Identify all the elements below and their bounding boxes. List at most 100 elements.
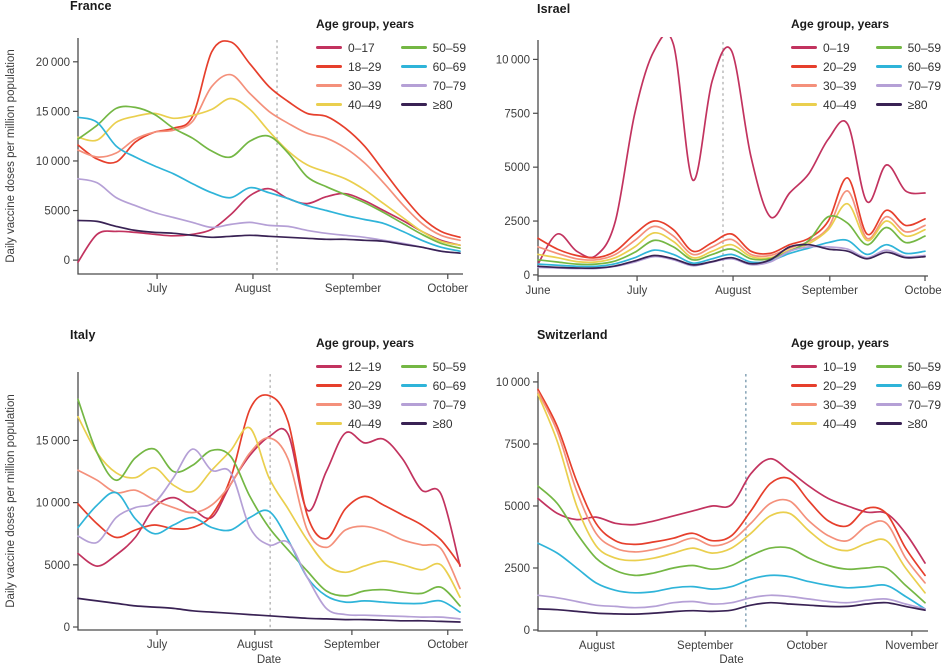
- series-line-30-39: [537, 390, 926, 584]
- legend-item: 70–79: [875, 76, 941, 95]
- legend-item: 40–49: [791, 95, 876, 114]
- legend-item: 30–39: [791, 76, 876, 95]
- panel-italy: Italy 0 5000 10 000 15 000 July August Septemb…: [0, 328, 471, 671]
- legend-item: 40–49: [791, 414, 876, 433]
- panel-title-switzerland: Switzerland: [537, 328, 608, 342]
- legend-swatch: [316, 422, 342, 425]
- legend-swatch: [875, 422, 902, 425]
- legend-label: 50–59: [907, 40, 941, 55]
- legend-title: Age group, years: [316, 336, 415, 350]
- legend-swatch: [316, 84, 342, 87]
- legend-swatch: [791, 365, 817, 368]
- italy-chart: 0 5000 10 000 15 000 July August September Octo…: [5, 372, 468, 666]
- legend-swatch: [791, 46, 817, 49]
- legend-swatch: [316, 384, 342, 387]
- series-line--80: [537, 243, 926, 270]
- y-tick-label: 10 000: [496, 377, 530, 389]
- legend-item: 20–29: [316, 376, 401, 395]
- legend-item: 30–39: [316, 76, 401, 95]
- legend-swatch: [791, 84, 817, 87]
- y-tick-label: 0: [64, 622, 70, 634]
- legend-swatch: [875, 365, 902, 368]
- y-tick-label: 2500: [504, 216, 530, 228]
- legend-label: 50–59: [432, 40, 466, 55]
- x-axis-label: Date: [719, 654, 743, 666]
- legend-swatch: [875, 46, 902, 49]
- y-tick-label: 20 000: [36, 57, 70, 69]
- legend-item: 60–69: [875, 57, 941, 76]
- x-tick-label: July: [147, 283, 168, 295]
- series-line-30-39: [537, 190, 926, 261]
- series-line-50-59: [537, 215, 926, 266]
- legend-swatch: [875, 65, 902, 68]
- x-tick-label: August: [235, 283, 272, 295]
- x-tick-label: September: [802, 285, 858, 297]
- legend-label: 10–19: [823, 359, 857, 374]
- series-line-60-69: [537, 542, 926, 610]
- y-tick-label: 0: [64, 255, 70, 267]
- legend-swatch: [316, 103, 342, 106]
- legend-switzerland: Age group, years 10–19 20–29 30–39 40–49 50–5…: [791, 336, 941, 433]
- legend-label: 70–79: [432, 397, 466, 412]
- y-tick-label: 15 000: [36, 106, 70, 118]
- legend-item: 50–59: [875, 38, 941, 57]
- x-tick-label: August: [237, 639, 274, 651]
- legend-item: 10–19: [791, 357, 876, 376]
- legend-swatch: [875, 403, 902, 406]
- legend-label: ≥80: [432, 416, 453, 431]
- legend-swatch: [400, 403, 427, 406]
- legend-item: 0–17: [316, 38, 401, 57]
- x-tick-label: November: [885, 640, 938, 652]
- legend-swatch: [400, 365, 427, 368]
- legend-label: 12–19: [348, 359, 382, 374]
- series-line-10-19: [537, 457, 926, 564]
- legend-item: 0–19: [791, 38, 876, 57]
- legend-label: 30–39: [348, 78, 382, 93]
- legend-swatch: [400, 84, 427, 87]
- x-tick-label: July: [627, 285, 648, 297]
- legend-label: 60–69: [432, 59, 466, 74]
- y-tick-label: 0: [524, 270, 530, 282]
- legend-title: Age group, years: [791, 17, 890, 31]
- x-tick-label: September: [324, 639, 380, 651]
- legend-swatch: [316, 403, 342, 406]
- series-line-20-29: [77, 394, 461, 566]
- france-chart: 0 5000 10 000 15 000 20 000 July August Septemb…: [5, 38, 468, 295]
- legend-item: 30–39: [791, 395, 876, 414]
- x-tick-label: June: [526, 285, 551, 297]
- series-line-20-29: [537, 177, 926, 259]
- legend-label: 70–79: [907, 78, 941, 93]
- y-tick-label: 10 000: [36, 156, 70, 168]
- x-tick-label: October: [787, 640, 828, 652]
- x-tick-label: September: [677, 640, 733, 652]
- legend-label: 40–49: [348, 416, 382, 431]
- legend-item: ≥80: [875, 95, 941, 114]
- legend-france: Age group, years 0–17 18–29 30–39 40–49 50–59…: [316, 17, 466, 114]
- legend-swatch: [400, 46, 427, 49]
- legend-label: 40–49: [823, 97, 857, 112]
- series-line-0-17: [77, 187, 461, 263]
- y-tick-label: 5000: [504, 162, 530, 174]
- legend-swatch: [791, 103, 817, 106]
- legend-item: 60–69: [875, 376, 941, 395]
- legend-item: 70–79: [400, 395, 466, 414]
- x-tick-label: September: [325, 283, 381, 295]
- legend-swatch: [875, 84, 902, 87]
- legend-label: 70–79: [907, 397, 941, 412]
- series-line-40-49: [537, 393, 926, 594]
- series-line-70-79: [537, 594, 926, 610]
- legend-label: 20–29: [348, 378, 382, 393]
- legend-swatch: [316, 65, 342, 68]
- legend-swatch: [400, 422, 427, 425]
- legend-swatch: [875, 103, 902, 106]
- panel-france: France 0 5000 10 000 15 000 20 000 July August…: [0, 0, 471, 335]
- series-line-0-19: [537, 37, 926, 265]
- legend-label: 40–49: [348, 97, 382, 112]
- series-line-30-39: [77, 73, 461, 242]
- y-tick-label: 10 000: [496, 54, 530, 66]
- x-tick-label: October: [427, 639, 468, 651]
- axis: [77, 372, 463, 631]
- series-line-20-29: [537, 388, 926, 577]
- legend-title: Age group, years: [316, 17, 415, 31]
